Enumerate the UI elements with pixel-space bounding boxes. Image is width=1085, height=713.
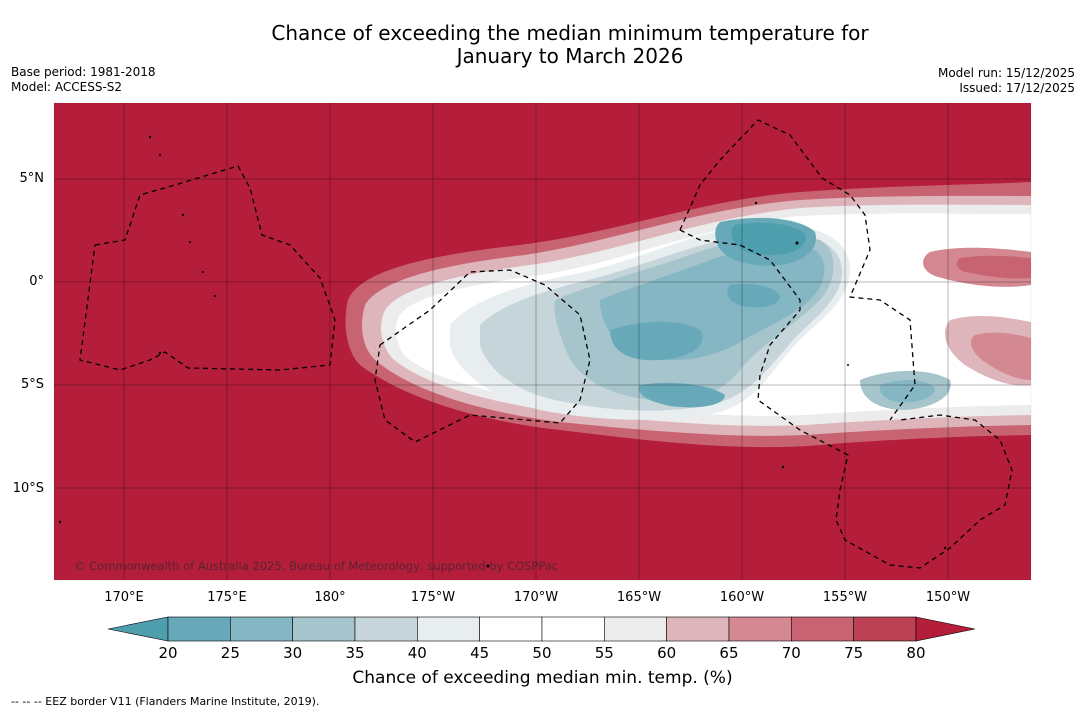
colorbar-extend-low xyxy=(107,616,169,642)
eez-tokelau xyxy=(374,269,591,443)
model-name: Model: ACCESS-S2 xyxy=(11,80,123,94)
band-20b xyxy=(731,222,806,256)
meta-left: Base period: 1981-2018 Model: ACCESS-S2 xyxy=(11,65,156,95)
colorbar-segment xyxy=(541,616,605,642)
colorbar-segment xyxy=(790,616,854,642)
colorbar-tick-label: 80 xyxy=(906,644,926,662)
model-run: Model run: 15/12/2025 xyxy=(937,66,1075,80)
band-20d xyxy=(727,284,780,308)
title-line-1: Chance of exceeding the median minimum t… xyxy=(271,21,869,45)
lon-label-150w: 150°W xyxy=(925,590,971,605)
meta-right: Model run: 15/12/2025 Issued: 17/12/2025 xyxy=(938,66,1075,96)
island xyxy=(181,213,185,217)
colorbar-segment xyxy=(604,616,667,642)
lon-label-165w: 165°W xyxy=(616,590,662,605)
island xyxy=(189,241,191,243)
red-patch-southeast2 xyxy=(970,332,1031,380)
colorbar-tick-label: 75 xyxy=(844,644,864,662)
colorbar-tick-label: 25 xyxy=(220,644,240,662)
colorbar xyxy=(107,616,976,642)
colorbar-tick-label: 65 xyxy=(719,644,739,662)
colorbar-segment xyxy=(417,616,480,642)
map-frame xyxy=(53,102,1032,581)
colorbar-tick-label: 60 xyxy=(657,644,677,662)
colorbar-segment xyxy=(354,616,418,642)
island xyxy=(214,295,216,297)
island xyxy=(486,564,490,568)
band-20e xyxy=(639,382,725,408)
colorbar-tick-label: 45 xyxy=(470,644,490,662)
lon-label-155w: 155°W xyxy=(822,590,868,605)
eez-kiribati-inner xyxy=(679,229,1013,569)
colorbar-segment xyxy=(479,616,543,642)
graticule xyxy=(54,103,1031,580)
island xyxy=(148,135,152,139)
colorbar-segment xyxy=(230,616,293,642)
colorbar-extend-high xyxy=(915,616,976,642)
island xyxy=(159,154,161,156)
colorbar-tick-label: 20 xyxy=(158,644,178,662)
issued-date: Issued: 17/12/2025 xyxy=(959,81,1075,95)
colorbar-segment xyxy=(853,616,917,642)
island xyxy=(158,351,162,355)
colorbar-label: Chance of exceeding median min. temp. (%… xyxy=(352,668,733,688)
band-25-east xyxy=(879,380,935,403)
island xyxy=(202,271,204,273)
colorbar-tick-label: 40 xyxy=(407,644,427,662)
base-period: Base period: 1981-2018 xyxy=(11,65,156,79)
lat-label-5n: 5°N xyxy=(19,171,45,186)
colorbar-segment xyxy=(167,616,231,642)
colorbar-segment xyxy=(728,616,792,642)
copyright-notice: © Commonwealth of Australia 2025, Bureau… xyxy=(74,559,559,573)
eez-footnote: -- -- -- EEZ border V11 (Flanders Marine… xyxy=(11,695,320,708)
colorbar-tick-label: 70 xyxy=(781,644,801,662)
colorbar-tick-label: 30 xyxy=(283,644,303,662)
red-patch-east2 xyxy=(956,255,1031,279)
island xyxy=(943,546,947,550)
chart-title: Chance of exceeding the median minimum t… xyxy=(0,22,1085,68)
lat-label-0: 0° xyxy=(29,274,44,289)
island xyxy=(847,364,849,366)
lat-label-5s: 5°S xyxy=(20,377,44,392)
eez-kiribati-line xyxy=(679,119,916,421)
eez-borders xyxy=(79,119,1013,569)
lon-label-160w: 160°W xyxy=(719,590,765,605)
colorbar-tick-label: 50 xyxy=(532,644,552,662)
lat-label-10s: 10°S xyxy=(12,481,44,496)
lon-label-170w: 170°W xyxy=(513,590,559,605)
lon-label-175e: 175°E xyxy=(207,590,247,605)
colorbar-tick-label: 55 xyxy=(594,644,614,662)
colorbar-segment xyxy=(292,616,356,642)
title-line-2: January to March 2026 xyxy=(456,44,684,68)
lon-label-180: 180° xyxy=(314,590,346,605)
lon-label-170e: 170°E xyxy=(104,590,144,605)
island xyxy=(754,201,758,205)
eez-tuvalu xyxy=(79,165,336,371)
islands xyxy=(58,135,947,568)
island xyxy=(58,520,62,524)
band-20c xyxy=(610,321,703,361)
colorbar-segment xyxy=(666,616,730,642)
island xyxy=(781,465,785,469)
colorbar-tick-label: 35 xyxy=(345,644,365,662)
island xyxy=(795,241,799,245)
lon-label-175w: 175°W xyxy=(410,590,456,605)
